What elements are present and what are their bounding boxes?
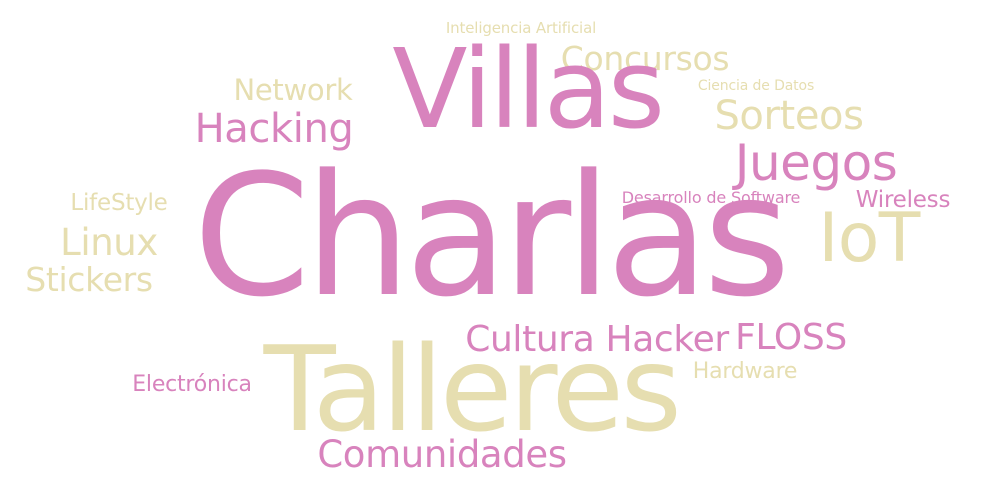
word-linux: Linux bbox=[60, 221, 158, 264]
word-talleres: Talleres bbox=[263, 320, 682, 458]
word-inteligencia-artificial: Inteligencia Artificial bbox=[445, 19, 597, 37]
word-juegos: Juegos bbox=[734, 134, 898, 192]
word-sorteos: Sorteos bbox=[714, 93, 864, 139]
word-ciencia-de-datos: Ciencia de Datos bbox=[697, 78, 815, 94]
word-hacking: Hacking bbox=[194, 106, 354, 152]
word-cultura-hacker: Cultura Hacker bbox=[465, 319, 729, 360]
word-lifestyle: LifeStyle bbox=[70, 190, 168, 216]
word-desarrollo-de-software: Desarrollo de Software bbox=[621, 188, 801, 207]
word-concursos: Concursos bbox=[560, 39, 730, 78]
word-wireless: Wireless bbox=[855, 187, 951, 213]
word-network: Network bbox=[233, 73, 353, 107]
word-hardware: Hardware bbox=[692, 359, 798, 384]
word-iot: IoT bbox=[818, 199, 920, 278]
word-stickers: Stickers bbox=[25, 260, 153, 299]
word-villas: Villas bbox=[392, 25, 665, 153]
word-floss: FLOSS bbox=[735, 317, 847, 358]
word-charlas: Charlas bbox=[193, 138, 791, 334]
word-comunidades: Comunidades bbox=[317, 433, 567, 476]
word-electronica: Electrónica bbox=[132, 372, 252, 397]
